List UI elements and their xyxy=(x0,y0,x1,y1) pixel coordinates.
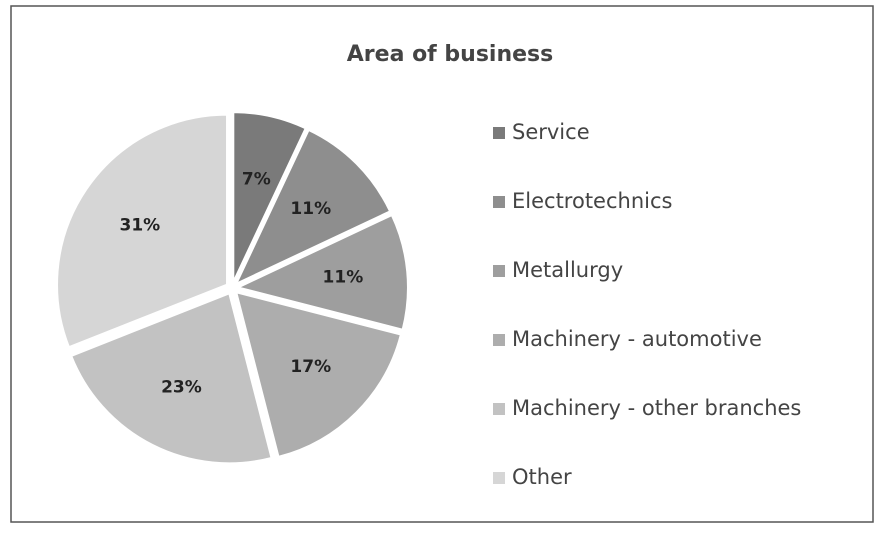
chart-title: Area of business xyxy=(347,42,553,67)
pie-slice xyxy=(56,113,229,349)
legend-label: Other xyxy=(512,465,572,489)
pie-slice xyxy=(232,111,308,283)
legend-swatch xyxy=(493,196,505,208)
legend-label: Metallurgy xyxy=(512,258,623,282)
legend-swatch xyxy=(493,265,505,277)
legend-label: Electrotechnics xyxy=(512,189,672,213)
data-label: 17% xyxy=(290,357,331,377)
legend-swatch xyxy=(493,403,505,415)
legend-swatch xyxy=(493,127,505,139)
legend-label: Machinery - other branches xyxy=(512,396,801,420)
legend-label: Service xyxy=(512,120,590,144)
data-label: 7% xyxy=(242,169,271,189)
pie-slice xyxy=(234,128,392,286)
pie-slice xyxy=(69,291,273,465)
data-label: 23% xyxy=(161,377,202,397)
legend-swatch xyxy=(493,472,505,484)
pie-slice xyxy=(234,290,403,459)
data-label: 11% xyxy=(323,268,364,288)
data-label: 11% xyxy=(290,199,331,219)
data-label: 31% xyxy=(120,215,161,235)
pie-slice xyxy=(235,213,409,331)
legend-swatch xyxy=(493,334,505,346)
legend-label: Machinery - automotive xyxy=(512,327,762,351)
